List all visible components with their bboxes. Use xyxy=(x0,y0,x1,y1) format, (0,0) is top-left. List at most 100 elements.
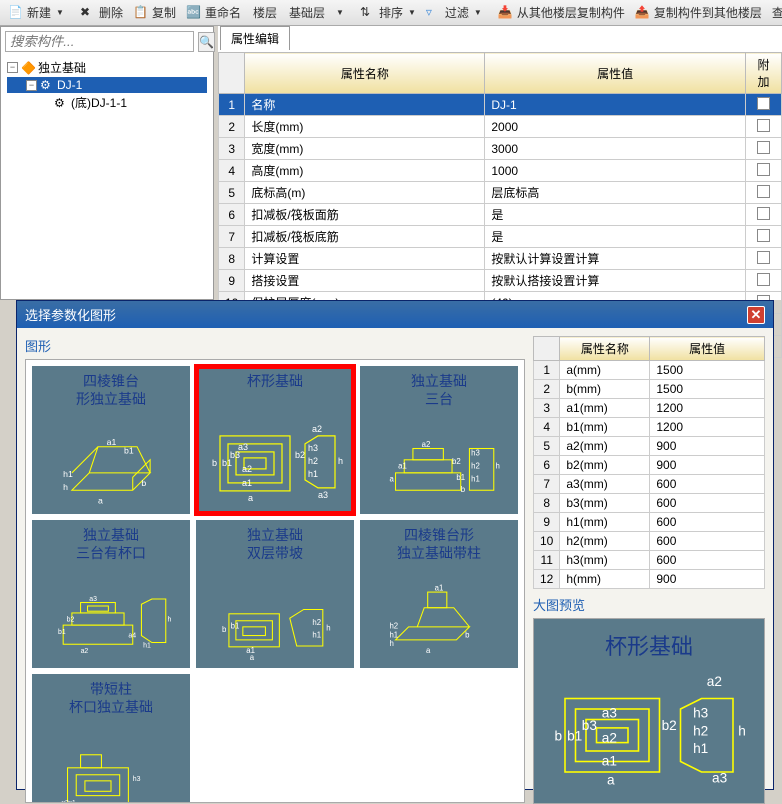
property-row[interactable]: 6 扣减板/筏板面筋 是 xyxy=(219,204,782,226)
param-value[interactable]: 600 xyxy=(650,551,765,570)
prop-extra[interactable] xyxy=(746,138,782,160)
param-value[interactable]: 600 xyxy=(650,513,765,532)
tree-node-dj11[interactable]: ⚙ (底)DJ-1-1 xyxy=(7,93,207,112)
shape-title: 四棱锥台形独立基础带柱 xyxy=(397,526,481,562)
copy-to-button[interactable]: 📤复制构件到其他楼层 xyxy=(631,2,766,23)
prop-extra[interactable] xyxy=(746,116,782,138)
shape-tile[interactable]: 杯形基础 bb1a3a2a1ab2b3a2h3h2h1ha3 xyxy=(196,366,354,514)
sort-button[interactable]: ⇅排序▼ xyxy=(356,2,420,23)
prop-value[interactable]: 3000 xyxy=(485,138,746,160)
param-row[interactable]: 9 h1(mm) 600 xyxy=(534,513,765,532)
param-value[interactable]: 600 xyxy=(650,532,765,551)
copy-button[interactable]: 📋复制 xyxy=(129,2,180,23)
param-value[interactable]: 600 xyxy=(650,475,765,494)
checkbox-icon[interactable] xyxy=(757,97,770,110)
checkbox-icon[interactable] xyxy=(757,163,770,176)
collapse-icon[interactable]: − xyxy=(26,80,37,91)
checkbox-icon[interactable] xyxy=(757,273,770,286)
property-tab[interactable]: 属性编辑 xyxy=(220,26,290,50)
param-value[interactable]: 900 xyxy=(650,570,765,589)
checkbox-icon[interactable] xyxy=(757,185,770,198)
preview-diagram: bb1b3 a3a2a1 a b2 a2 h3h2h1 ha3 xyxy=(544,667,754,793)
param-value[interactable]: 1200 xyxy=(650,399,765,418)
shape-tile[interactable]: 独立基础三台 aa1a2b2b1bh3h2h1h xyxy=(360,366,518,514)
layer-dropdown[interactable]: 基础层▼ xyxy=(285,2,348,23)
tree-label: (底)DJ-1-1 xyxy=(71,94,127,111)
prop-name: 计算设置 xyxy=(245,248,485,270)
param-row[interactable]: 3 a1(mm) 1200 xyxy=(534,399,765,418)
param-row[interactable]: 7 a3(mm) 600 xyxy=(534,475,765,494)
property-row[interactable]: 4 高度(mm) 1000 xyxy=(219,160,782,182)
filter-button[interactable]: ▿过滤▼ xyxy=(422,2,486,23)
property-row[interactable]: 2 长度(mm) 2000 xyxy=(219,116,782,138)
param-value[interactable]: 1500 xyxy=(650,380,765,399)
checkbox-icon[interactable] xyxy=(757,207,770,220)
new-button[interactable]: 📄新建▼ xyxy=(4,2,68,23)
svg-text:a: a xyxy=(248,493,253,503)
find-button[interactable]: 查 xyxy=(768,2,782,23)
collapse-icon[interactable]: − xyxy=(7,62,18,73)
param-value[interactable]: 900 xyxy=(650,456,765,475)
shape-title: 带短柱杯口独立基础 xyxy=(69,680,153,716)
prop-value[interactable]: 层底标高 xyxy=(485,182,746,204)
col-value: 属性值 xyxy=(485,53,746,94)
param-row[interactable]: 4 b1(mm) 1200 xyxy=(534,418,765,437)
checkbox-icon[interactable] xyxy=(757,119,770,132)
svg-text:b1: b1 xyxy=(124,446,134,456)
prop-extra[interactable] xyxy=(746,226,782,248)
property-row[interactable]: 3 宽度(mm) 3000 xyxy=(219,138,782,160)
prop-extra[interactable] xyxy=(746,248,782,270)
shape-tile[interactable]: 独立基础双层带坡 bb1a1ah2h1h xyxy=(196,520,354,668)
prop-extra[interactable] xyxy=(746,270,782,292)
prop-value[interactable]: 是 xyxy=(485,226,746,248)
tree-root[interactable]: − 🔶 独立基础 xyxy=(7,58,207,77)
shape-tile[interactable]: 四棱锥台形独立基础带柱 a1h2h1hab xyxy=(360,520,518,668)
search-button[interactable]: 🔍 xyxy=(198,32,215,52)
copy-from-button[interactable]: 📥从其他楼层复制构件 xyxy=(494,2,629,23)
param-value[interactable]: 900 xyxy=(650,437,765,456)
param-row[interactable]: 6 b2(mm) 900 xyxy=(534,456,765,475)
param-value[interactable]: 600 xyxy=(650,494,765,513)
checkbox-icon[interactable] xyxy=(757,251,770,264)
property-row[interactable]: 5 底标高(m) 层底标高 xyxy=(219,182,782,204)
checkbox-icon[interactable] xyxy=(757,229,770,242)
svg-text:h3: h3 xyxy=(471,449,480,458)
param-row[interactable]: 5 a2(mm) 900 xyxy=(534,437,765,456)
shape-tile[interactable]: 独立基础三台有杯口 b1b2a3a2a4h1h xyxy=(32,520,190,668)
shape-tile[interactable]: 带短柱杯口独立基础 x2x1h3 xyxy=(32,674,190,803)
prop-value[interactable]: 1000 xyxy=(485,160,746,182)
close-button[interactable]: ✕ xyxy=(747,306,765,324)
property-row[interactable]: 1 名称 DJ-1 xyxy=(219,94,782,116)
prop-value[interactable]: 2000 xyxy=(485,116,746,138)
checkbox-icon[interactable] xyxy=(757,141,770,154)
param-row[interactable]: 2 b(mm) 1500 xyxy=(534,380,765,399)
row-number: 2 xyxy=(534,380,560,399)
delete-button[interactable]: ✖删除 xyxy=(76,2,127,23)
tree-node-dj1[interactable]: − ⚙ DJ-1 xyxy=(7,77,207,93)
svg-text:h1: h1 xyxy=(471,475,480,484)
prop-extra[interactable] xyxy=(746,204,782,226)
shape-diagram: ah1hbb1a1 xyxy=(36,412,186,508)
param-row[interactable]: 8 b3(mm) 600 xyxy=(534,494,765,513)
param-value[interactable]: 1500 xyxy=(650,361,765,380)
search-input[interactable] xyxy=(5,31,194,52)
svg-text:a2: a2 xyxy=(707,674,722,689)
param-row[interactable]: 10 h2(mm) 600 xyxy=(534,532,765,551)
property-row[interactable]: 9 搭接设置 按默认搭接设置计算 xyxy=(219,270,782,292)
property-row[interactable]: 8 计算设置 按默认计算设置计算 xyxy=(219,248,782,270)
prop-value[interactable]: 按默认计算设置计算 xyxy=(485,248,746,270)
svg-text:b: b xyxy=(222,625,227,634)
rename-button[interactable]: 🔤重命名 xyxy=(182,2,245,23)
shape-tile[interactable]: 四棱锥台形独立基础 ah1hbb1a1 xyxy=(32,366,190,514)
prop-value[interactable]: 按默认搭接设置计算 xyxy=(485,270,746,292)
param-row[interactable]: 12 h(mm) 900 xyxy=(534,570,765,589)
prop-extra[interactable] xyxy=(746,160,782,182)
property-row[interactable]: 7 扣减板/筏板底筋 是 xyxy=(219,226,782,248)
param-row[interactable]: 1 a(mm) 1500 xyxy=(534,361,765,380)
prop-extra[interactable] xyxy=(746,182,782,204)
prop-value[interactable]: DJ-1 xyxy=(485,94,746,116)
param-row[interactable]: 11 h3(mm) 600 xyxy=(534,551,765,570)
param-value[interactable]: 1200 xyxy=(650,418,765,437)
prop-value[interactable]: 是 xyxy=(485,204,746,226)
prop-extra[interactable] xyxy=(746,94,782,116)
